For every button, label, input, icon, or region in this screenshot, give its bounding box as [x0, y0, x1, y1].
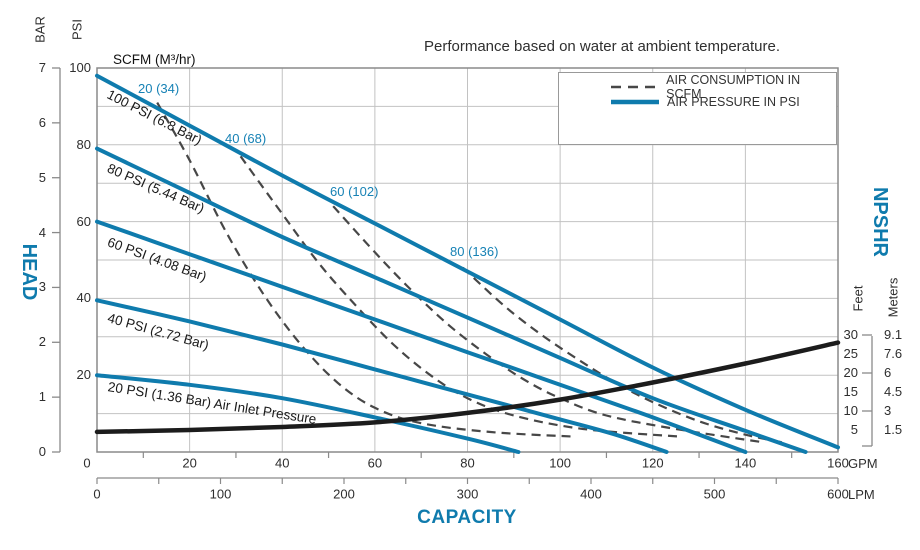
air-consumption-curve-label: 80 (136)	[450, 244, 499, 259]
scfm-header: SCFM (M³/hr)	[113, 52, 196, 67]
bar-tick-label: 4	[38, 224, 46, 240]
psi-tick-label: 20	[76, 367, 91, 383]
air-consumption-curve	[332, 205, 765, 444]
air-consumption-curve	[156, 102, 575, 438]
feet-tick-label: 10	[843, 403, 858, 418]
bar-tick-label: 2	[38, 334, 46, 350]
air-pressure-curve	[95, 146, 808, 454]
lpm-tick-label: 400	[580, 486, 602, 502]
gpm-tick-label: 160	[827, 455, 849, 471]
bar-tick-label: 0	[38, 444, 46, 459]
air-pressure-curve	[95, 298, 669, 454]
bar-axis-unit: BAR	[32, 16, 48, 43]
lpm-unit-label: LPM	[848, 487, 875, 502]
lpm-tick-label: 500	[703, 486, 726, 502]
air-consumption-curve	[239, 155, 681, 438]
npshr-curve	[94, 340, 841, 435]
capacity-axis-label: CAPACITY	[417, 507, 517, 528]
chart-title: Performance based on water at ambient te…	[424, 38, 781, 55]
feet-tick-label: 30	[843, 327, 858, 342]
air-consumption-curve-label: 40 (68)	[225, 131, 267, 146]
meters-axis-unit: Meters	[885, 277, 901, 318]
meters-tick-label: 6	[884, 365, 892, 380]
lpm-tick-label: 200	[333, 486, 355, 502]
bar-tick-label: 1	[38, 389, 46, 405]
psi-tick-label: 40	[76, 290, 91, 306]
air-pressure-curve	[95, 219, 748, 454]
lpm-tick-label: 300	[456, 486, 479, 502]
psi-tick-label: 60	[76, 213, 91, 229]
lpm-tick-label: 0	[93, 486, 101, 502]
feet-axis-unit: Feet	[850, 285, 866, 312]
feet-tick-label: 5	[850, 422, 858, 437]
psi-axis-unit: PSI	[69, 19, 85, 40]
air-consumption-curve	[462, 266, 783, 444]
feet-tick-label: 20	[843, 365, 858, 380]
psi-tick-label: 80	[76, 136, 91, 152]
gpm-tick-label: 100	[549, 455, 571, 471]
gpm-tick-label: 40	[275, 455, 290, 471]
gpm-tick-label: 0	[83, 455, 91, 471]
meters-tick-label: 3	[884, 403, 892, 418]
air-pressure-legend-sample	[611, 99, 659, 105]
feet-tick-label: 15	[843, 384, 858, 399]
gpm-tick-label: 60	[367, 455, 383, 471]
legend: AIR CONSUMPTION IN SCFM AIR PRESSURE IN …	[558, 72, 837, 145]
meters-tick-label: 1.5	[884, 422, 903, 437]
lpm-tick-label: 100	[209, 486, 232, 502]
meters-tick-label: 9.1	[884, 327, 903, 342]
gpm-tick-label: 80	[460, 455, 475, 471]
legend-air-consumption-label: AIR CONSUMPTION IN SCFM	[666, 73, 801, 101]
air-consumption-curve-label: 20 (34)	[138, 81, 180, 96]
air-consumption-legend-sample	[611, 85, 659, 89]
air-consumption-curve-label: 60 (102)	[330, 184, 379, 199]
meters-tick-label: 4.5	[884, 384, 903, 399]
gpm-tick-label: 120	[641, 455, 664, 471]
gpm-tick-label: 140	[734, 455, 757, 471]
plot-frame	[96, 67, 839, 453]
legend-air-pressure-label: AIR PRESSURE IN PSI	[667, 95, 800, 109]
bar-tick-label: 7	[38, 60, 46, 75]
feet-tick-label: 25	[843, 346, 858, 361]
psi-tick-label: 100	[69, 60, 91, 75]
air-pressure-curve	[95, 73, 840, 450]
gpm-tick-label: 20	[182, 455, 197, 471]
bar-tick-label: 5	[38, 169, 46, 185]
air-pressure-curve	[95, 373, 521, 454]
npshr-axis-label: NPSHR	[869, 186, 891, 257]
lpm-tick-label: 600	[827, 486, 849, 502]
bar-tick-label: 3	[38, 279, 46, 295]
gpm-unit-label: GPM	[848, 456, 878, 471]
meters-tick-label: 7.6	[884, 346, 903, 361]
bar-tick-label: 6	[38, 114, 46, 130]
